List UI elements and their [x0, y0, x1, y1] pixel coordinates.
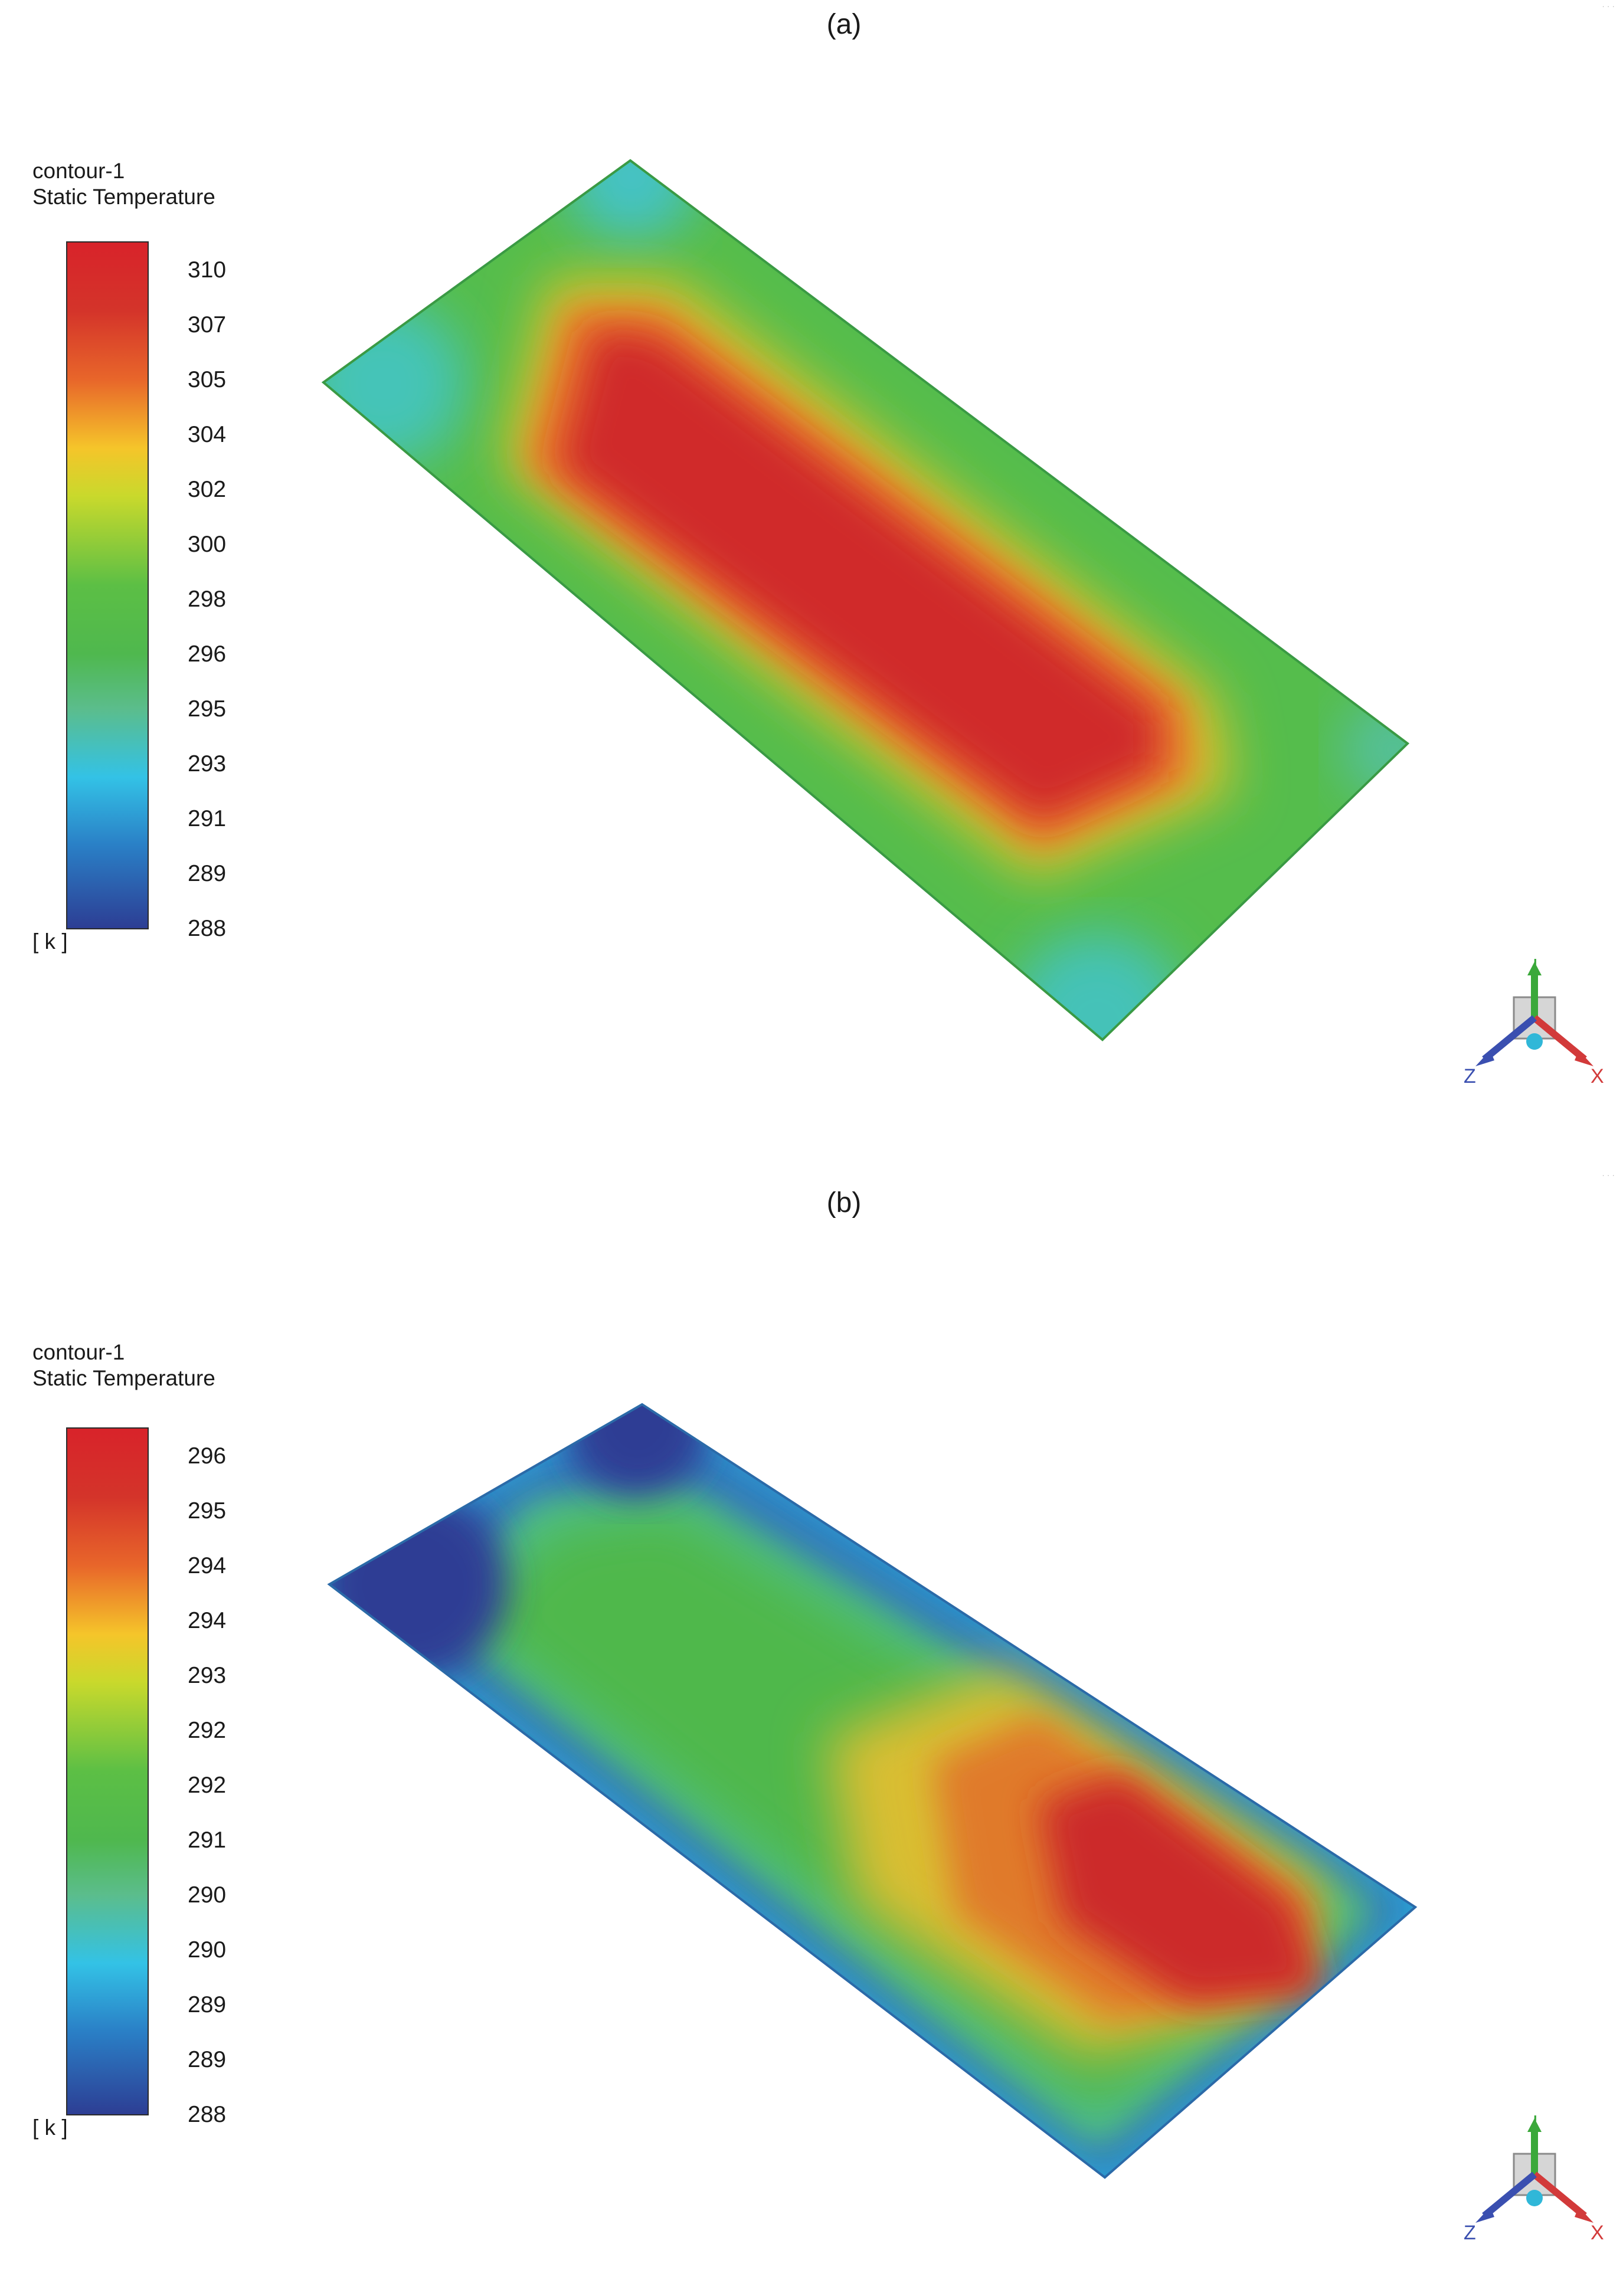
triad-origin — [1526, 1033, 1543, 1050]
legend-title-line2: Static Temperature — [32, 185, 215, 209]
hot-zone-core — [561, 330, 1157, 820]
tick-label: 307 — [188, 312, 227, 338]
x-axis-label: X — [1591, 1065, 1604, 1088]
tick-label: 290 — [188, 1937, 227, 1963]
panel-b: (b) · · · contour-1 Static Temperature 2… — [0, 1148, 1623, 2295]
tick-label: 289 — [188, 861, 227, 886]
x-axis-label: X — [1591, 2222, 1604, 2244]
tick-label: 293 — [188, 751, 227, 777]
tick-label: 295 — [188, 696, 227, 722]
temperature-contour-plot — [321, 159, 1410, 1041]
cool-corner — [567, 161, 696, 242]
y-axis-label: Y — [1529, 2115, 1542, 2126]
triad-origin — [1526, 2190, 1543, 2206]
axis-triad: Y X Z — [1464, 2115, 1604, 2244]
cold-corner — [329, 1490, 508, 1679]
z-axis-label: Z — [1464, 1065, 1476, 1088]
tick-label: 292 — [188, 1718, 227, 1743]
watermark: · · · — [1602, 1170, 1615, 1180]
panel-label: (a) — [826, 9, 862, 40]
tick-label: 296 — [188, 641, 227, 667]
tick-label: 291 — [188, 1827, 227, 1853]
tick-label: 288 — [188, 916, 227, 941]
y-axis-label: Y — [1529, 959, 1542, 970]
x-axis-arrow — [1532, 1015, 1587, 1062]
legend-title: contour-1 Static Temperature — [32, 1339, 215, 1391]
panel-label: (b) — [826, 1187, 862, 1219]
tick-label: 290 — [188, 1882, 227, 1908]
tick-label: 296 — [188, 1443, 227, 1469]
tick-label: 293 — [188, 1663, 227, 1688]
z-axis-arrow — [1482, 1015, 1537, 1062]
tick-label: 289 — [188, 1992, 227, 2017]
tick-label: 298 — [188, 587, 227, 612]
legend-title-line1: contour-1 — [32, 1340, 125, 1364]
tick-label: 304 — [188, 422, 227, 447]
watermark: · · · — [1602, 1, 1615, 11]
legend-title: contour-1 Static Temperature — [32, 158, 215, 210]
x-axis-arrow — [1532, 2171, 1587, 2219]
temperature-contour-plot — [327, 1403, 1418, 2179]
tick-label: 292 — [188, 1773, 227, 1798]
unit-label: [ k ] — [32, 2115, 68, 2140]
plate-edge — [321, 159, 1410, 1041]
tick-label: 288 — [188, 2102, 227, 2127]
tick-label: 305 — [188, 367, 227, 392]
cool-corner — [1340, 696, 1408, 803]
panel-a: (a) · · · contour-1 Static Temperature 3… — [32, 1, 1615, 1088]
legend-title-line2: Static Temperature — [32, 1366, 215, 1390]
z-axis-arrow — [1482, 2171, 1537, 2219]
unit-label: [ k ] — [32, 929, 68, 954]
tick-label: 294 — [188, 1608, 227, 1633]
axis-triad: Y X Z — [1464, 959, 1604, 1088]
tick-label: 294 — [188, 1553, 227, 1578]
tick-label: 289 — [188, 2047, 227, 2072]
tick-label: 300 — [188, 532, 227, 557]
tick-label: 302 — [188, 477, 227, 502]
tick-label: 310 — [188, 257, 227, 283]
z-axis-label: Z — [1464, 2222, 1476, 2244]
legend-title-line1: contour-1 — [32, 159, 125, 183]
plate-edge — [327, 1403, 1418, 2179]
tick-label: 295 — [188, 1498, 227, 1524]
tick-label: 291 — [188, 806, 227, 831]
cold-corner — [567, 1404, 708, 1496]
color-scale-bar — [66, 241, 149, 929]
cool-corner — [1009, 932, 1186, 1040]
color-scale-bar — [66, 1427, 149, 2115]
hot-zone-core — [1039, 1773, 1322, 2003]
